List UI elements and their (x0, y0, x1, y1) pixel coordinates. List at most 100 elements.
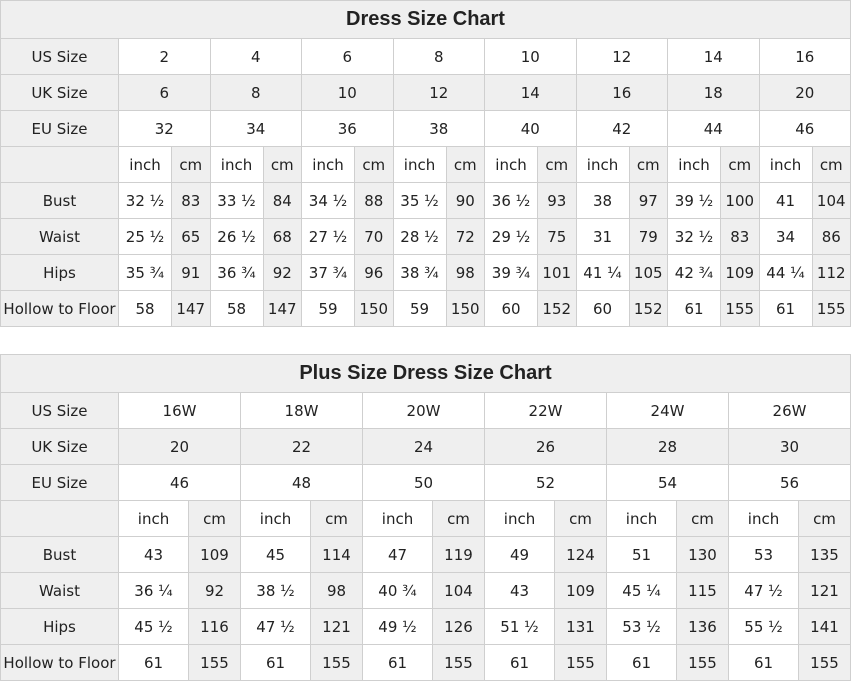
inch-value: 61 (606, 644, 677, 681)
inch-value: 61 (758, 290, 813, 327)
eu-size-value: 42 (575, 110, 668, 147)
inch-value: 35 ½ (392, 182, 447, 219)
cm-value: 86 (811, 218, 851, 255)
cm-value: 96 (354, 254, 394, 291)
us-size-value: 22W (484, 392, 607, 429)
uk-size-value: 30 (728, 428, 851, 465)
cm-value: 141 (798, 608, 851, 645)
cm-unit-header: cm (171, 146, 211, 183)
cm-value: 105 (628, 254, 668, 291)
measurement-row: Hollow to Floor 58 147 58 147 59 150 59 150 60 152… (0, 290, 851, 327)
inch-value: 44 ¼ (758, 254, 813, 291)
inch-unit-header: inch (118, 500, 189, 537)
cm-value: 155 (432, 644, 485, 681)
us-size-value: 20W (362, 392, 485, 429)
inch-value: 51 ½ (484, 608, 555, 645)
cm-value: 75 (537, 218, 577, 255)
us-size-value: 12 (575, 38, 668, 75)
inch-value: 39 ¾ (484, 254, 538, 291)
uk-size-row: UK Size 6 8 10 12 14 16 18 20 (0, 74, 851, 111)
uk-size-value: 24 (362, 428, 485, 465)
measurement-label: Hips (0, 254, 119, 291)
us-size-value: 10 (484, 38, 577, 75)
cm-unit-header: cm (811, 146, 851, 183)
inch-value: 58 (209, 290, 264, 327)
inch-value: 34 (758, 218, 813, 255)
cm-value: 68 (262, 218, 302, 255)
cm-value: 92 (262, 254, 302, 291)
inch-value: 45 (240, 536, 311, 573)
measurement-row: Bust 43 109 45 114 47 119 49 124 51 130 53 135 (0, 536, 851, 573)
uk-size-value: 20 (118, 428, 241, 465)
cm-value: 147 (262, 290, 302, 327)
us-size-value: 14 (667, 38, 760, 75)
cm-value: 72 (445, 218, 485, 255)
cm-value: 121 (310, 608, 363, 645)
uk-size-value: 26 (484, 428, 607, 465)
inch-value: 43 (118, 536, 189, 573)
cm-value: 88 (354, 182, 394, 219)
eu-size-value: 46 (118, 464, 241, 501)
inch-value: 33 ½ (209, 182, 264, 219)
title-row: Dress Size Chart (0, 0, 851, 39)
cm-value: 104 (432, 572, 485, 609)
measurement-label: Waist (0, 218, 119, 255)
measurement-label: Hollow to Floor (0, 290, 119, 327)
inch-unit-header: inch (209, 146, 264, 183)
uk-size-value: 22 (240, 428, 363, 465)
eu-size-value: 48 (240, 464, 363, 501)
measurement-row: Hips 45 ½ 116 47 ½ 121 49 ½ 126 51 ½ 131 53 ½ 136 5… (0, 608, 851, 645)
cm-value: 147 (171, 290, 211, 327)
cm-value: 152 (537, 290, 577, 327)
inch-value: 49 ½ (362, 608, 433, 645)
inch-value: 31 (575, 218, 630, 255)
inch-value: 47 ½ (240, 608, 311, 645)
inch-value: 42 ¾ (667, 254, 721, 291)
us-size-value: 2 (118, 38, 211, 75)
uk-size-value: 6 (118, 74, 211, 111)
uk-size-label: UK Size (0, 74, 119, 111)
inch-value: 32 ½ (118, 182, 172, 219)
measurement-label: Hips (0, 608, 119, 645)
inch-value: 36 ½ (484, 182, 538, 219)
row-label-empty (0, 500, 119, 537)
inch-value: 28 ½ (392, 218, 447, 255)
inch-unit-header: inch (758, 146, 813, 183)
inch-value: 34 ½ (301, 182, 355, 219)
eu-size-value: 44 (667, 110, 760, 147)
inch-value: 61 (484, 644, 555, 681)
cm-value: 155 (720, 290, 760, 327)
cm-value: 114 (310, 536, 363, 573)
uk-size-row: UK Size 20 22 24 26 28 30 (0, 428, 851, 465)
eu-size-value: 32 (118, 110, 211, 147)
cm-value: 126 (432, 608, 485, 645)
cm-value: 70 (354, 218, 394, 255)
eu-size-value: 36 (301, 110, 394, 147)
cm-value: 104 (811, 182, 851, 219)
inch-unit-header: inch (240, 500, 311, 537)
us-size-label: US Size (0, 38, 119, 75)
inch-value: 59 (392, 290, 447, 327)
inch-value: 53 ½ (606, 608, 677, 645)
cm-value: 98 (310, 572, 363, 609)
inch-unit-header: inch (118, 146, 172, 183)
inch-unit-header: inch (392, 146, 447, 183)
chart-title: Plus Size Dress Size Chart (0, 354, 851, 393)
cm-value: 155 (310, 644, 363, 681)
inch-value: 35 ¾ (118, 254, 172, 291)
cm-value: 98 (445, 254, 485, 291)
eu-size-value: 38 (392, 110, 485, 147)
uk-size-value: 8 (209, 74, 302, 111)
title-row: Plus Size Dress Size Chart (0, 354, 851, 393)
measurement-row: Waist 25 ½ 65 26 ½ 68 27 ½ 70 28 ½ 72 29 ½ 75 31 79 3… (0, 218, 851, 255)
us-size-row: US Size 2 4 6 8 10 12 14 16 (0, 38, 851, 75)
cm-value: 83 (171, 182, 211, 219)
dress-size-chart: Dress Size Chart US Size 2 4 6 8 10 12 14 16 UK Si… (0, 0, 851, 327)
cm-value: 90 (445, 182, 485, 219)
cm-value: 100 (720, 182, 760, 219)
inch-value: 59 (301, 290, 355, 327)
cm-unit-header: cm (537, 146, 577, 183)
cm-value: 97 (628, 182, 668, 219)
uk-size-value: 10 (301, 74, 394, 111)
unit-row: inch cm inch cm inch cm inch cm inch cm inch cm (0, 500, 851, 537)
